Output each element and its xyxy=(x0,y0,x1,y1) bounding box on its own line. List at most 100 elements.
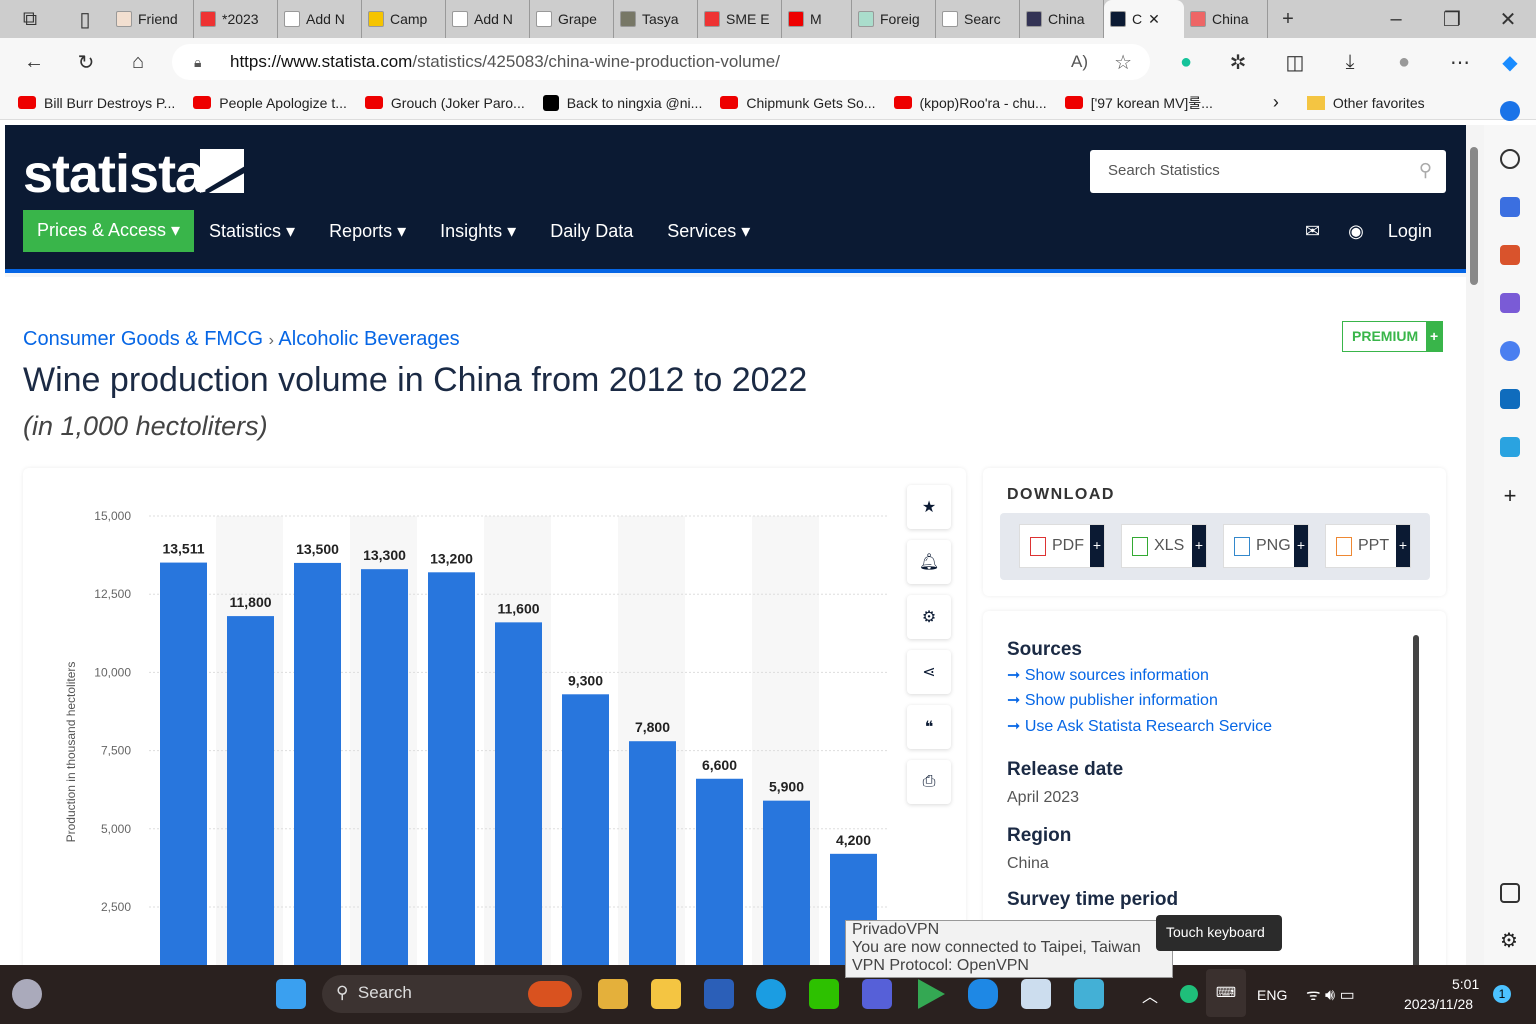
browser-tab[interactable]: C ✕ xyxy=(1104,0,1184,38)
browser-tab[interactable]: China xyxy=(1184,0,1268,38)
bookmark-item[interactable]: Back to ningxia @ni... xyxy=(542,93,702,113)
security-shield-icon[interactable] xyxy=(598,979,628,1009)
favorite-star-icon[interactable]: ☆ xyxy=(1114,51,1132,74)
maximize-button[interactable]: ❐ xyxy=(1443,8,1461,31)
cite-quote-button[interactable]: ❝ xyxy=(907,705,951,749)
games-icon[interactable] xyxy=(1500,293,1520,313)
word-icon[interactable] xyxy=(704,979,734,1009)
nav-statistics[interactable]: Statistics ▾ xyxy=(209,220,296,241)
premium-badge[interactable]: PREMIUM + xyxy=(1342,321,1444,352)
browser-tab[interactable]: M xyxy=(782,0,852,38)
split-screen-icon[interactable]: ◫ xyxy=(1285,51,1305,74)
grammarly-icon[interactable]: ● xyxy=(1179,50,1193,73)
network-volume-battery-icons[interactable]: ᯤ 🔊︎ ▭ xyxy=(1306,987,1355,1004)
search-icon[interactable]: ⚲ xyxy=(1418,160,1432,180)
download-xls-button[interactable]: XLS + xyxy=(1121,524,1207,568)
browser-tab[interactable]: Add N xyxy=(278,0,362,38)
show-sources-link[interactable]: ➞ Show sources information xyxy=(1007,666,1209,684)
clock-time[interactable]: 5:01 xyxy=(1452,976,1480,992)
privadovpn-icon[interactable] xyxy=(862,979,892,1009)
notifications-icon[interactable] xyxy=(1500,101,1520,121)
details-scrollbar[interactable] xyxy=(1413,635,1419,965)
ask-statista-link[interactable]: ➞ Use Ask Statista Research Service xyxy=(1007,717,1273,735)
nav-insights[interactable]: Insights ▾ xyxy=(440,220,517,241)
file-explorer-icon[interactable] xyxy=(651,979,681,1009)
extensions-icon[interactable]: ✲ xyxy=(1229,51,1247,74)
touch-keyboard-icon[interactable]: ⌨ xyxy=(1206,969,1246,1017)
browser-tab[interactable]: Grape xyxy=(530,0,614,38)
minimize-button[interactable]: – xyxy=(1390,7,1402,30)
nav-services[interactable]: Services ▾ xyxy=(667,220,751,241)
send-icon[interactable] xyxy=(1500,437,1520,457)
browser-tab[interactable]: Searc xyxy=(936,0,1020,38)
bluetooth-icon[interactable] xyxy=(968,979,998,1009)
taskbar-search[interactable]: ⚲ Search xyxy=(322,975,582,1013)
show-publisher-link[interactable]: ➞ Show publisher information xyxy=(1007,692,1218,709)
copilot-icon[interactable]: ◆ xyxy=(1502,51,1518,74)
profile-avatar[interactable]: ● xyxy=(1397,50,1411,73)
edge-icon[interactable] xyxy=(756,979,786,1009)
download-png-button[interactable]: PNG + xyxy=(1223,524,1309,568)
download-ppt-button[interactable]: PPT + xyxy=(1325,524,1411,568)
notification-badge[interactable]: 1 xyxy=(1493,985,1511,1003)
browser-tab[interactable]: *2023 xyxy=(194,0,278,38)
browser-tab[interactable]: Camp xyxy=(362,0,446,38)
login-link[interactable]: Login xyxy=(1387,220,1432,241)
sidebar-toggle-icon[interactable] xyxy=(1500,883,1520,903)
new-tab-button[interactable]: + xyxy=(1282,7,1294,30)
browser-tab[interactable]: SME E xyxy=(698,0,782,38)
shopping-tag-icon[interactable] xyxy=(1500,197,1520,217)
vpn-tray-icon[interactable] xyxy=(1180,985,1198,1003)
search-icon[interactable] xyxy=(1500,149,1520,169)
breadcrumb-alcoholic-beverages[interactable]: Alcoholic Beverages xyxy=(278,328,460,350)
tab-actions-icon[interactable]: ▯ xyxy=(79,8,91,31)
print-button[interactable]: ⎙ xyxy=(907,760,951,804)
browser-tab[interactable]: Add N xyxy=(446,0,530,38)
settings-gear-button[interactable]: ⚙ xyxy=(907,595,951,639)
search-input[interactable]: Search Statistics ⚲ xyxy=(1090,150,1446,193)
notification-bell-button[interactable]: 🔔︎ xyxy=(907,540,951,584)
bookmark-item[interactable]: Chipmunk Gets So... xyxy=(720,93,876,113)
tools-icon[interactable] xyxy=(1500,245,1520,265)
clock-date[interactable]: 2023/11/28 xyxy=(1404,996,1474,1012)
wechat-icon[interactable] xyxy=(809,979,839,1009)
microsoft365-icon[interactable] xyxy=(1500,341,1520,361)
share-button[interactable]: ⋖ xyxy=(907,650,951,694)
breadcrumb-consumer-goods[interactable]: Consumer Goods & FMCG xyxy=(23,328,264,350)
nav-prices-access[interactable]: Prices & Access ▾ xyxy=(23,210,195,252)
google-play-icon[interactable] xyxy=(918,979,945,1009)
scrollbar-thumb[interactable] xyxy=(1470,147,1478,285)
back-icon[interactable]: ← xyxy=(24,50,44,73)
resource-monitor-icon[interactable] xyxy=(1021,979,1051,1009)
workspaces-icon[interactable]: ⧉ xyxy=(22,7,38,30)
notepad-icon[interactable] xyxy=(1074,979,1104,1009)
show-hidden-icons-chevron[interactable]: ︿ xyxy=(1142,989,1159,1006)
home-icon[interactable]: ⌂ xyxy=(131,50,145,73)
favorite-star-button[interactable]: ★ xyxy=(907,485,951,529)
weather-icon[interactable] xyxy=(12,979,42,1009)
settings-gear-icon[interactable]: ⚙ xyxy=(1500,930,1518,952)
add-icon[interactable]: + xyxy=(1503,483,1517,508)
nav-daily-data[interactable]: Daily Data xyxy=(550,220,634,241)
vpn-notification-toast[interactable]: PrivadoVPN You are now connected to Taip… xyxy=(845,920,1173,978)
browser-tab[interactable]: China xyxy=(1020,0,1104,38)
more-menu-icon[interactable]: ⋯ xyxy=(1450,51,1470,74)
downloads-icon[interactable]: ⤓ xyxy=(1345,50,1355,73)
bookmark-item[interactable]: People Apologize t... xyxy=(193,93,347,113)
browser-tab[interactable]: Foreig xyxy=(852,0,936,38)
read-aloud-icon[interactable]: A) xyxy=(1071,52,1088,71)
nav-reports[interactable]: Reports ▾ xyxy=(329,220,407,241)
bookmark-item[interactable]: ['97 korean MV]룰... xyxy=(1064,93,1213,113)
refresh-icon[interactable]: ↻ xyxy=(77,51,95,74)
statista-logo[interactable]: statista xyxy=(23,144,205,204)
globe-icon[interactable]: ◉ xyxy=(1348,220,1364,241)
download-pdf-button[interactable]: PDF + xyxy=(1019,524,1105,568)
page-scrollbar[interactable] xyxy=(1466,125,1484,965)
start-button[interactable] xyxy=(276,979,306,1009)
other-favorites-folder[interactable]: Other favorites xyxy=(1306,95,1425,111)
more-bookmarks-chevron-icon[interactable]: › xyxy=(1272,92,1279,112)
bookmark-item[interactable]: Bill Burr Destroys P... xyxy=(18,93,175,113)
language-indicator[interactable]: ENG xyxy=(1257,987,1288,1003)
mail-icon[interactable]: ✉ xyxy=(1305,220,1321,241)
browser-tab[interactable]: Tasya xyxy=(614,0,698,38)
